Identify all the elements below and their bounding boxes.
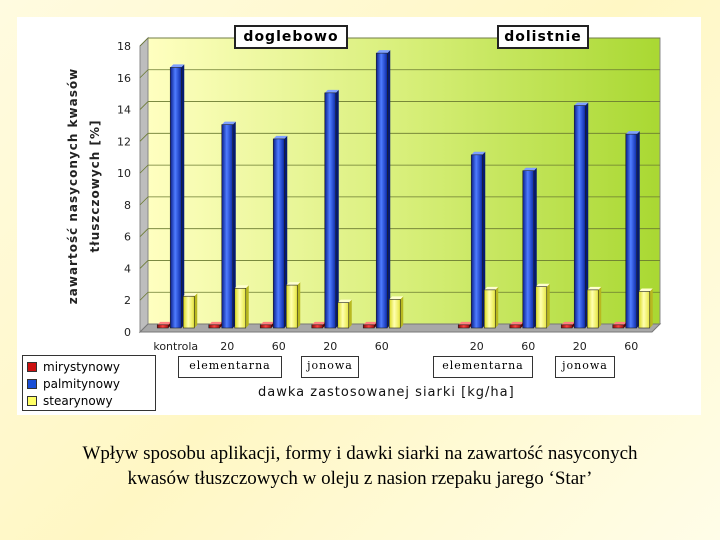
- bar-stearynowy-7: [586, 286, 602, 329]
- bar-palmitynowy-6: [522, 167, 537, 329]
- bar-mirystynowy-0: [156, 321, 172, 329]
- bar-mirystynowy-4: [362, 321, 378, 329]
- x-tick-label: 20: [470, 340, 484, 353]
- bar-palmitynowy-1: [221, 121, 236, 329]
- y-tick-label: 8: [124, 199, 131, 212]
- legend-item-palmitynowy: palmitynowy: [27, 375, 151, 392]
- bar-mirystynowy-5: [457, 321, 473, 329]
- form-label-jonowa-2: jonowa: [555, 356, 615, 378]
- figure-caption: Wpływ sposobu aplikacji, formy i dawki s…: [0, 441, 720, 491]
- form-label-elementarna-2: elementarna: [433, 356, 533, 378]
- plot-side-wall: [139, 36, 149, 334]
- form-label-elementarna-1: elementarna: [178, 356, 282, 378]
- y-tick-label: 4: [124, 262, 131, 275]
- x-tick-label: 20: [220, 340, 234, 353]
- y-tick-label: 16: [117, 72, 131, 85]
- bar-palmitynowy-4: [375, 50, 391, 329]
- x-tick-label: 60: [624, 340, 638, 353]
- bar-palmitynowy-5: [470, 151, 486, 329]
- bar-chart: 0 2 4 6 8 10 12 14 16 18 kontrola 20 60 20 60 20 60 20 60…: [66, 36, 662, 353]
- bar-stearynowy-4: [388, 296, 404, 329]
- bar-mirystynowy-6: [509, 321, 524, 329]
- bar-palmitynowy-2: [272, 135, 288, 329]
- bar-stearynowy-6: [535, 283, 550, 329]
- legend-label: stearynowy: [43, 393, 113, 408]
- gridline-side: [139, 196, 149, 206]
- gridline-side: [139, 228, 149, 237]
- bar-palmitynowy-3: [324, 89, 339, 329]
- y-tick-label: 2: [124, 294, 131, 307]
- bar-mirystynowy-2: [259, 321, 275, 329]
- bar-palmitynowy-8: [625, 131, 640, 329]
- gridline-side: [139, 133, 149, 142]
- legend-swatch-yellow: [27, 395, 37, 406]
- gridline-side: [139, 69, 149, 79]
- x-tick-label: 60: [375, 340, 389, 353]
- caption-line-1: Wpływ sposobu aplikacji, formy i dawki s…: [82, 443, 638, 464]
- bar-stearynowy-0: [182, 293, 198, 329]
- app-label-dolistnie: dolistnie: [497, 25, 589, 49]
- legend-item-mirystynowy: mirystynowy: [27, 358, 151, 375]
- legend-swatch-blue: [27, 378, 37, 389]
- legend-label: palmitynowy: [43, 376, 120, 391]
- x-axis-label: dawka zastosowanej siarki [kg/ha]: [258, 385, 515, 400]
- y-tick-label: 0: [124, 326, 131, 339]
- x-tick-label: 60: [521, 340, 535, 353]
- x-tick-label: 60: [272, 340, 286, 353]
- gridline-side: [139, 291, 149, 301]
- legend-item-stearynowy: stearynowy: [27, 392, 151, 409]
- legend-label: mirystynowy: [43, 359, 120, 374]
- bar-stearynowy-8: [638, 288, 653, 329]
- y-tick-label: 6: [124, 231, 131, 244]
- y-tick-label: 12: [117, 135, 131, 148]
- y-tick-label: 14: [117, 104, 131, 117]
- app-label-doglebowo: doglebowo: [234, 25, 348, 49]
- caption-line-2: kwasów tłuszczowych w oleju z nasion rze…: [127, 468, 593, 489]
- bar-mirystynowy-8: [612, 321, 627, 329]
- x-tick-label: 20: [323, 340, 337, 353]
- gridline-side: [139, 164, 149, 174]
- form-label-jonowa-1: jonowa: [301, 356, 359, 378]
- bar-mirystynowy-1: [208, 321, 223, 329]
- bar-mirystynowy-7: [560, 321, 576, 329]
- bar-palmitynowy-7: [573, 102, 589, 329]
- bar-mirystynowy-3: [311, 321, 326, 329]
- bar-stearynowy-2: [285, 282, 301, 329]
- legend-swatch-red: [27, 361, 37, 372]
- gridline-side: [139, 37, 149, 47]
- y-axis-label-line2: tłuszczowych [%]: [88, 120, 102, 253]
- y-tick-label: 18: [117, 40, 131, 53]
- y-axis-label-line1: zawartość nasyconych kwasów: [66, 68, 80, 304]
- gridline-side: [139, 101, 149, 110]
- bar-stearynowy-1: [234, 285, 249, 329]
- bar-stearynowy-3: [337, 299, 352, 329]
- bar-stearynowy-5: [483, 286, 499, 329]
- legend: mirystynowy palmitynowy stearynowy: [22, 355, 156, 411]
- x-tick-label: kontrola: [153, 340, 198, 353]
- gridline-side: [139, 260, 149, 269]
- x-tick-label: 20: [573, 340, 587, 353]
- y-tick-label: 10: [117, 167, 131, 180]
- bar-palmitynowy-0: [169, 64, 185, 329]
